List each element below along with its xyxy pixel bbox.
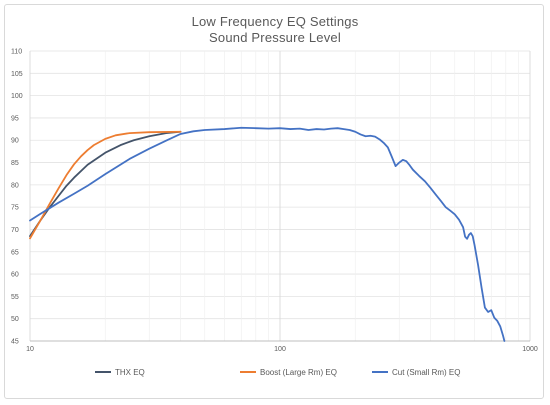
- x-tick-label: 1000: [522, 346, 538, 353]
- series-line-3: [29, 126, 506, 342]
- series-line-2: [29, 130, 182, 240]
- y-tick-label: 50: [11, 316, 19, 323]
- legend-label-3: Cut (Small Rm) EQ: [392, 368, 460, 377]
- y-tick-label: 110: [11, 49, 22, 56]
- y-tick-label: 105: [11, 71, 23, 78]
- legend-label-2: Boost (Large Rm) EQ: [260, 368, 337, 377]
- chart-subtitle: Sound Pressure Level: [209, 30, 341, 45]
- y-tick-label: 95: [11, 115, 19, 122]
- legend-label-1: THX EQ: [115, 368, 145, 377]
- y-tick-label: 55: [11, 294, 19, 301]
- y-tick-label: 85: [11, 160, 19, 167]
- y-tick-label: 70: [11, 227, 19, 234]
- chart-title: Low Frequency EQ Settings: [191, 14, 359, 29]
- y-tick-label: 45: [11, 339, 19, 346]
- chart-frame: [4, 4, 544, 399]
- y-tick-label: 60: [11, 272, 19, 279]
- x-tick-label: 100: [274, 346, 286, 353]
- y-tick-label: 65: [11, 249, 19, 256]
- x-tick-label: 10: [26, 346, 34, 353]
- y-tick-label: 100: [11, 93, 23, 100]
- y-tick-label: 75: [11, 205, 19, 212]
- y-tick-label: 80: [11, 182, 19, 189]
- y-tick-label: 90: [11, 138, 19, 145]
